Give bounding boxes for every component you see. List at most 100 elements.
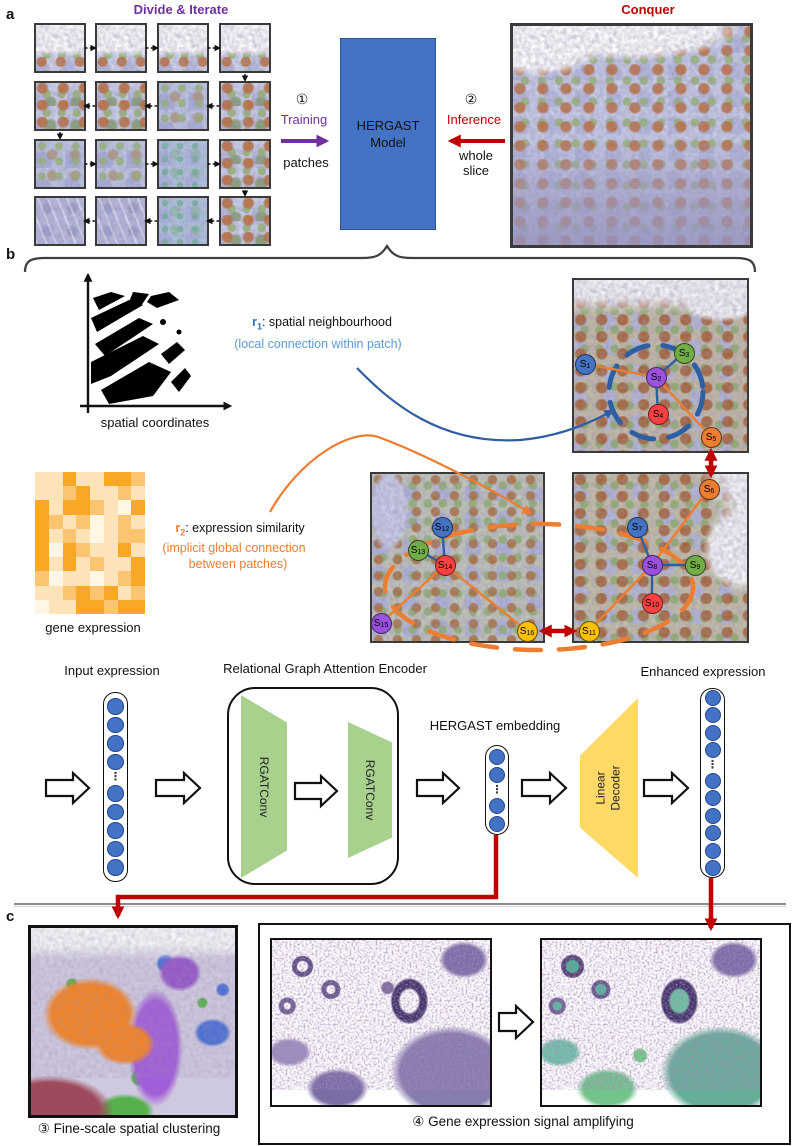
input-expression-label: Input expression [64, 663, 160, 678]
r1-paren-label: (local connection within patch) [234, 337, 402, 351]
heatmap-cell [117, 557, 132, 572]
graph-node-s11: S 11 [578, 620, 600, 642]
grid-patch [219, 196, 271, 246]
rgatconv-label-1: RGATConv [257, 756, 271, 817]
vector-circle [107, 698, 124, 715]
heatmap-cell [62, 472, 77, 487]
heatmap-cell [76, 528, 90, 543]
vector-circle [107, 822, 124, 839]
heatmap-cell [90, 557, 104, 572]
heatmap-cell [103, 542, 118, 558]
enhanced-expression-vector: ⋮ [700, 688, 725, 878]
heatmap-cell [35, 571, 49, 586]
heatmap-cell [90, 514, 104, 529]
panel-a-label: a [6, 6, 15, 23]
ellipsis-dots: ⋮ [707, 759, 718, 771]
heatmap-cell [131, 542, 145, 558]
heatmap-cell [90, 486, 104, 501]
graph-node-s16: S 16 [516, 620, 538, 642]
caption-clustering: ③ Fine-scale spatial clustering [37, 1121, 221, 1136]
grid-patch [34, 196, 86, 246]
brace [23, 243, 757, 273]
vector-circle [704, 724, 721, 741]
hergast-model-line2: Model [370, 135, 406, 150]
heatmap-cell [35, 557, 49, 572]
whole-slice-label-1: whole [459, 148, 493, 163]
step2-number: ② [464, 91, 478, 107]
linear-decoder-block: Linear Decoder [580, 698, 638, 878]
heatmap-cell [103, 472, 118, 487]
panel-b-label: b [6, 246, 16, 263]
ellipsis-dots: ⋮ [491, 783, 503, 796]
grid-patch [95, 81, 147, 131]
heatmap-cell [48, 557, 63, 572]
heatmap-cell [62, 599, 77, 614]
rgatconv-block-2: RGATConv [348, 722, 392, 858]
vector-circle [107, 840, 124, 858]
vector-circle [704, 772, 721, 789]
heatmap-cell [117, 500, 132, 515]
heatmap-cell [35, 472, 49, 487]
heatmap-cell [90, 542, 104, 558]
r2-paren-line2: between patches) [188, 557, 288, 571]
heatmap-cell [117, 542, 132, 558]
vector-circle [704, 842, 721, 859]
graph-node-s15: S 15 [370, 612, 392, 634]
heatmap-cell [35, 500, 49, 515]
heatmap-cell [76, 542, 90, 558]
divide-iterate-title: Divide & Iterate [133, 2, 229, 17]
heatmap-cell [103, 486, 118, 501]
patches-label: patches [283, 155, 329, 170]
vector-circle [704, 825, 721, 842]
vector-circle [704, 860, 721, 877]
heatmap-cell [117, 472, 132, 487]
heatmap-cell [131, 500, 145, 515]
input-expression-vector: ⋮ [103, 692, 128, 882]
heatmap-cell [131, 557, 145, 572]
gene-expression-heatmap [35, 472, 145, 614]
vector-circle [107, 735, 124, 752]
grid-patch [157, 196, 209, 246]
vector-circle [489, 748, 505, 765]
heatmap-cell [117, 585, 132, 600]
heatmap-cell [62, 528, 77, 543]
heatmap-cell [48, 514, 63, 529]
flow-block-arrow [44, 770, 91, 806]
grid-patch [219, 81, 271, 131]
heatmap-cell [76, 571, 90, 586]
flow-block-arrow [642, 770, 690, 806]
heatmap-cell [103, 514, 118, 529]
heatmap-cell [48, 599, 63, 614]
heatmap-cell [48, 585, 63, 600]
heatmap-cell [90, 571, 104, 586]
vector-circle [489, 797, 505, 814]
heatmap-cell [117, 514, 132, 529]
hergast-model-line1: HERGAST [356, 118, 420, 133]
vector-circle [489, 815, 505, 832]
grid-patch [157, 81, 209, 131]
grid-patch [157, 23, 209, 73]
vector-circle [107, 803, 124, 821]
heatmap-cell [117, 528, 132, 543]
caption-amplifying: ④ Gene expression signal amplifying [412, 1114, 634, 1129]
heatmap-cell [76, 514, 90, 529]
heatmap-cell [48, 528, 63, 543]
heatmap-cell [103, 571, 118, 586]
heatmap-cell [62, 585, 77, 600]
heatmap-cell [131, 486, 145, 501]
vector-circle [704, 790, 721, 807]
grid-patch [219, 23, 271, 73]
heatmap-cell [62, 514, 77, 529]
whole-slice-label-2: slice [462, 163, 490, 178]
r1-symbol: r1 [252, 315, 262, 332]
heatmap-cell [103, 528, 118, 543]
heatmap-cell [62, 542, 77, 558]
spatial-coordinates-label: spatial coordinates [100, 415, 210, 430]
hergast-model-box: HERGAST Model [340, 38, 436, 230]
